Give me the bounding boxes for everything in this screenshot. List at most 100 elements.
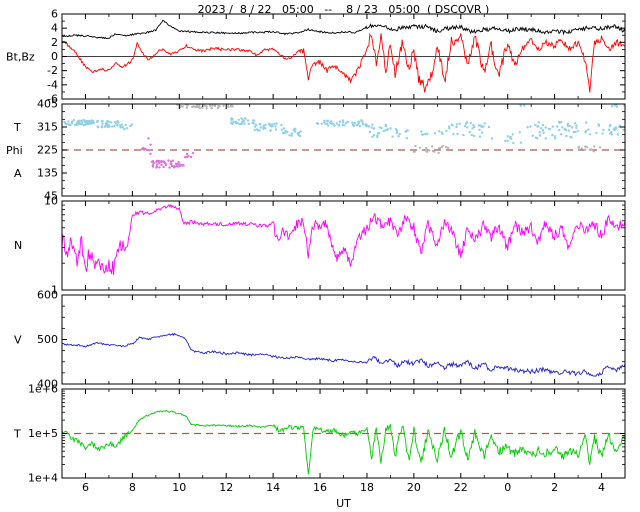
phi-dot (120, 123, 124, 126)
phi-dot (252, 121, 255, 125)
phi-dot (446, 146, 450, 149)
bt-bz-ytick-label: -2 (47, 64, 58, 77)
phi-dot (241, 120, 244, 124)
phi-dot (176, 162, 179, 166)
phi-dot (551, 125, 554, 128)
phi-dot (368, 130, 372, 134)
phi-dot (431, 145, 434, 148)
phi-dot (290, 134, 293, 137)
phi-dot (290, 132, 293, 135)
velocity-ytick-label: 400 (37, 378, 58, 391)
phi-dot (526, 126, 529, 129)
phi-dot (445, 146, 448, 149)
phi-dot (320, 122, 323, 126)
phi-dot (587, 128, 590, 131)
phi-dot (129, 124, 132, 128)
phi-dot (542, 131, 545, 134)
phi-ytick-label: 405 (37, 98, 58, 111)
phi-dot (217, 104, 220, 108)
phi-dot (230, 118, 234, 121)
phi-dot (601, 132, 604, 135)
phi-dot (130, 123, 133, 126)
phi-dot (490, 137, 494, 140)
temperature-ytick-label: 1e+4 (28, 472, 58, 485)
phi-dot (371, 135, 374, 139)
phi-dot (519, 141, 523, 144)
phi-dot (597, 124, 601, 127)
phi-dot (523, 104, 526, 107)
phi-dot (70, 122, 74, 125)
bt-bz-ytick-label: 6 (51, 8, 58, 21)
series-V (62, 332, 625, 377)
phi-ytick-label: 315 (37, 121, 58, 134)
phi-dot (292, 128, 295, 132)
phi-dot (123, 127, 126, 131)
phi-dot (184, 156, 187, 159)
phi-dot (211, 104, 214, 107)
phi-dot (335, 122, 339, 125)
phi-dot (471, 127, 474, 130)
phi-dot (455, 125, 458, 129)
phi-dot (325, 122, 329, 125)
phi-dot (299, 130, 302, 133)
phi-dot (144, 147, 147, 150)
phi-dot (531, 134, 534, 137)
phi-dot (465, 121, 469, 124)
phi-dot (332, 123, 335, 126)
phi-dot (158, 161, 161, 165)
phi-dot (229, 121, 233, 124)
phi-dot (101, 122, 104, 126)
phi-dot (84, 123, 87, 126)
series-N (62, 203, 625, 276)
x-tick-label: 22 (454, 481, 468, 494)
phi-dot (512, 141, 515, 145)
bt-bz-ytick-label: -4 (47, 78, 58, 91)
phi-dot (567, 129, 570, 132)
x-tick-label: 8 (129, 481, 136, 494)
phi-dot (88, 119, 91, 123)
phi-dot (297, 133, 300, 137)
phi-dot (566, 122, 569, 126)
phi-dot (236, 122, 239, 125)
phi-dot (618, 125, 621, 129)
phi-dot (150, 160, 154, 163)
phi-dot (483, 122, 486, 125)
phi-dot (365, 123, 368, 127)
phi-dot (448, 125, 451, 128)
phi-dot (470, 133, 473, 137)
phi-dot (121, 126, 124, 129)
phi-dot (170, 162, 173, 166)
phi-dot (616, 133, 620, 136)
phi-dot (75, 123, 79, 127)
phi-dot (589, 133, 592, 136)
phi-dot (554, 137, 557, 140)
phi-dot (572, 130, 575, 134)
phi-dot (558, 128, 561, 132)
phi-dot (506, 135, 509, 138)
phi-dot (558, 121, 561, 125)
phi-ytick-label: 45 (44, 190, 58, 203)
density-data (62, 203, 625, 276)
phi-dot (556, 125, 559, 128)
phi-dot (565, 134, 568, 138)
phi-dot (397, 135, 400, 138)
phi-dot (441, 144, 444, 148)
phi-dot (259, 126, 262, 129)
phi-dot (559, 133, 563, 136)
phi-dot (222, 104, 225, 108)
phi-dot (372, 134, 376, 137)
phi-dot (326, 119, 329, 123)
phi-dot (418, 146, 422, 149)
phi-dot (240, 122, 243, 126)
phi-dot (247, 122, 251, 126)
series-Bt (62, 19, 625, 40)
phi-dot (538, 134, 542, 137)
phi-dot (180, 163, 184, 167)
phi-dot (246, 119, 250, 122)
phi-dot (370, 126, 374, 129)
phi-dot (341, 123, 344, 127)
phi-dot (420, 130, 423, 133)
phi-dot (103, 125, 107, 128)
phi-dot (433, 132, 437, 135)
